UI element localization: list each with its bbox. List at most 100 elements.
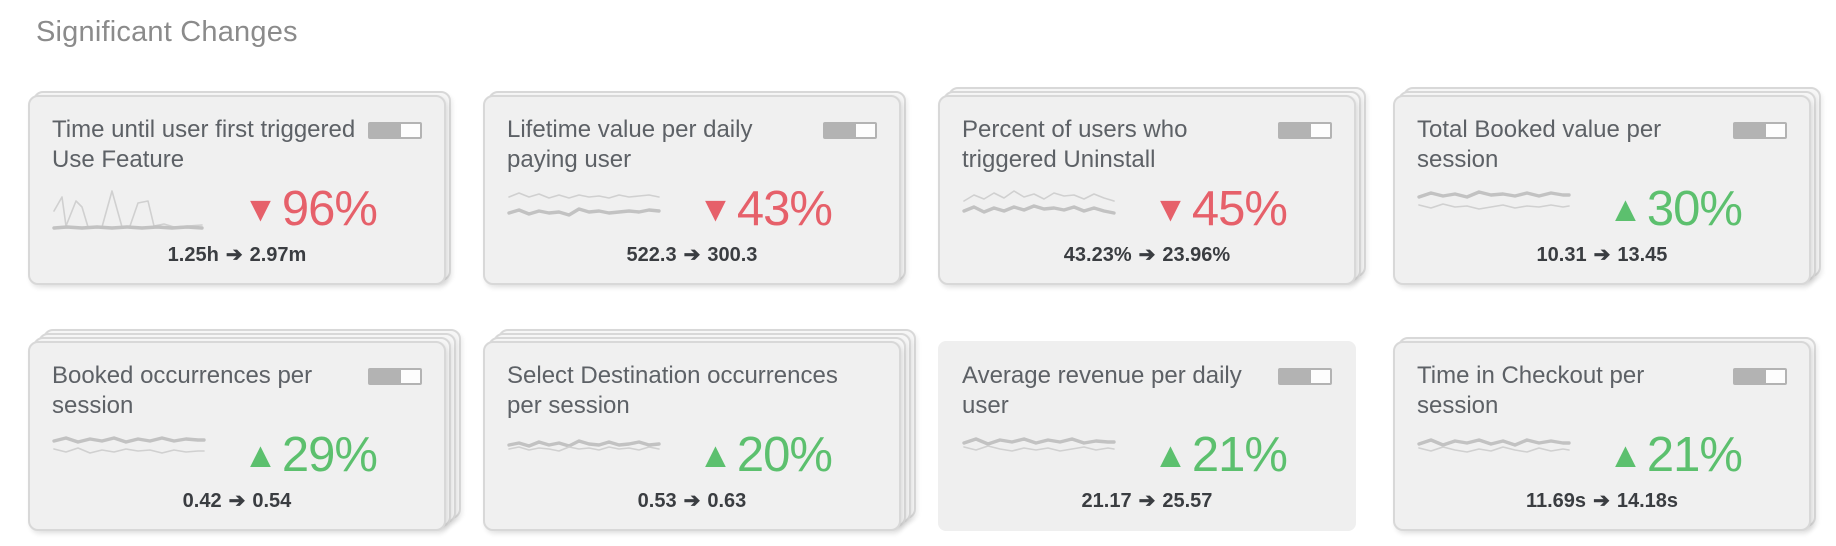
percent-change: ▲ 29% <box>243 427 378 483</box>
up-triangle-icon: ▲ <box>243 435 278 475</box>
toggle-fill <box>370 124 401 137</box>
sparkline-series-a <box>52 436 206 444</box>
value-change: 21.17 ➔ 25.57 <box>962 488 1332 513</box>
percent-value: 96% <box>281 181 378 236</box>
percent-change: ▼ 96% <box>243 181 378 237</box>
sparkline-chart <box>507 439 661 452</box>
sparkline-series-a <box>1417 190 1571 199</box>
metric-title: Total Booked value per session <box>1417 116 1662 173</box>
up-triangle-icon: ▲ <box>1608 435 1643 475</box>
sparkline-series-a <box>1417 438 1571 447</box>
arrow-icon: ➔ <box>1138 244 1156 266</box>
card-header: Time until user first triggered Use Feat… <box>52 115 422 175</box>
card-body: ▲ 20% <box>507 427 877 483</box>
value-change: 11.69s ➔ 14.18s <box>1417 488 1787 513</box>
card-header: Lifetime value per daily paying user <box>507 115 877 175</box>
sparkline-chart <box>52 190 204 230</box>
up-triangle-icon: ▲ <box>698 435 733 475</box>
significant-changes-grid: Time until user first triggered Use Feat… <box>28 87 1836 531</box>
metric-card[interactable]: Booked occurrences per session ▲ 29% 0.42… <box>28 341 446 531</box>
sparkline-series-b <box>1418 203 1570 210</box>
metric-card[interactable]: Average revenue per daily user ▲ 21% 21.1… <box>938 341 1356 531</box>
toggle-icon[interactable] <box>1733 122 1787 139</box>
sparkline-series-b <box>963 445 1115 452</box>
value-before: 11.69s <box>1525 490 1587 512</box>
metric-card[interactable]: Time in Checkout per session ▲ 21% 11.69s… <box>1393 341 1811 531</box>
sparkline-series-a <box>963 190 1115 202</box>
value-after: 0.63 <box>707 490 747 512</box>
value-after: 13.45 <box>1617 244 1668 266</box>
metric-card-group: Select Destination occurrences per sessi… <box>483 329 916 531</box>
percent-change: ▼ 43% <box>698 181 833 237</box>
sparkline-series-a <box>962 437 1116 446</box>
value-change: 522.3 ➔ 300.3 <box>507 242 877 267</box>
card-header: Total Booked value per session <box>1417 115 1787 175</box>
card-header: Average revenue per daily user <box>962 361 1332 421</box>
sparkline-chart <box>1417 190 1571 210</box>
metric-card-group: Average revenue per daily user ▲ 21% 21.1… <box>938 341 1356 531</box>
toggle-icon[interactable] <box>1278 122 1332 139</box>
value-before: 21.17 <box>1081 490 1132 512</box>
arrow-icon: ➔ <box>228 490 246 512</box>
metric-card[interactable]: Time until user first triggered Use Feat… <box>28 95 446 285</box>
down-triangle-icon: ▼ <box>1153 189 1188 229</box>
toggle-icon[interactable] <box>368 368 422 385</box>
card-header: Percent of users who triggered Uninstall <box>962 115 1332 175</box>
percent-value: 21% <box>1646 427 1743 482</box>
value-change: 10.31 ➔ 13.45 <box>1417 242 1787 267</box>
sparkline-series-b <box>53 447 205 454</box>
arrow-icon: ➔ <box>683 244 701 266</box>
metric-card-group: Time in Checkout per session ▲ 21% 11.69s… <box>1393 337 1816 531</box>
down-triangle-icon: ▼ <box>698 189 733 229</box>
value-change: 0.42 ➔ 0.54 <box>52 488 422 513</box>
value-after: 300.3 <box>707 244 758 266</box>
percent-value: 30% <box>1646 181 1743 236</box>
value-before: 522.3 <box>626 244 677 266</box>
sparkline-series-b <box>508 446 660 452</box>
arrow-icon: ➔ <box>1138 490 1156 512</box>
toggle-fill <box>370 370 401 383</box>
sparkline-series-b <box>1418 446 1570 453</box>
metric-card-group: Booked occurrences per session ▲ 29% 0.42… <box>28 329 461 531</box>
metric-card-group: Lifetime value per daily paying user ▼ 43… <box>483 91 906 285</box>
value-change: 0.53 ➔ 0.63 <box>507 488 877 513</box>
sparkline-chart <box>52 436 206 454</box>
percent-change: ▲ 21% <box>1153 427 1288 483</box>
sparkline-series-b <box>962 204 1116 215</box>
value-change: 43.23% ➔ 23.96% <box>962 242 1332 267</box>
card-body: ▼ 43% <box>507 181 877 237</box>
up-triangle-icon: ▲ <box>1153 435 1188 475</box>
value-after: 2.97m <box>249 244 307 266</box>
value-before: 43.23% <box>1063 244 1132 266</box>
metric-card[interactable]: Total Booked value per session ▲ 30% 10.3… <box>1393 95 1811 285</box>
metric-title: Select Destination occurrences per sessi… <box>507 362 838 419</box>
card-header: Time in Checkout per session <box>1417 361 1787 421</box>
value-after: 14.18s <box>1616 490 1678 512</box>
toggle-icon[interactable] <box>1733 368 1787 385</box>
sparkline-chart <box>507 192 661 217</box>
percent-value: 43% <box>736 181 833 236</box>
metric-card[interactable]: Select Destination occurrences per sessi… <box>483 341 901 531</box>
sparkline-chart <box>962 190 1116 215</box>
value-after: 23.96% <box>1162 244 1231 266</box>
sparkline-series-a <box>53 190 203 228</box>
value-before: 1.25h <box>167 244 219 266</box>
card-body: ▼ 45% <box>962 181 1332 237</box>
toggle-icon[interactable] <box>823 122 877 139</box>
metric-title: Percent of users who triggered Uninstall <box>962 116 1188 173</box>
toggle-icon[interactable] <box>1278 368 1332 385</box>
card-header: Select Destination occurrences per sessi… <box>507 361 877 421</box>
toggle-fill <box>1280 124 1311 137</box>
card-body: ▲ 21% <box>962 427 1332 483</box>
value-after: 25.57 <box>1162 490 1213 512</box>
metric-card[interactable]: Lifetime value per daily paying user ▼ 43… <box>483 95 901 285</box>
metric-card[interactable]: Percent of users who triggered Uninstall… <box>938 95 1356 285</box>
toggle-fill <box>1735 124 1766 137</box>
percent-change: ▼ 45% <box>1153 181 1288 237</box>
card-body: ▼ 96% <box>52 181 422 237</box>
percent-change: ▲ 20% <box>698 427 833 483</box>
toggle-icon[interactable] <box>368 122 422 139</box>
value-change: 1.25h ➔ 2.97m <box>52 242 422 267</box>
toggle-fill <box>825 124 856 137</box>
up-triangle-icon: ▲ <box>1608 189 1643 229</box>
